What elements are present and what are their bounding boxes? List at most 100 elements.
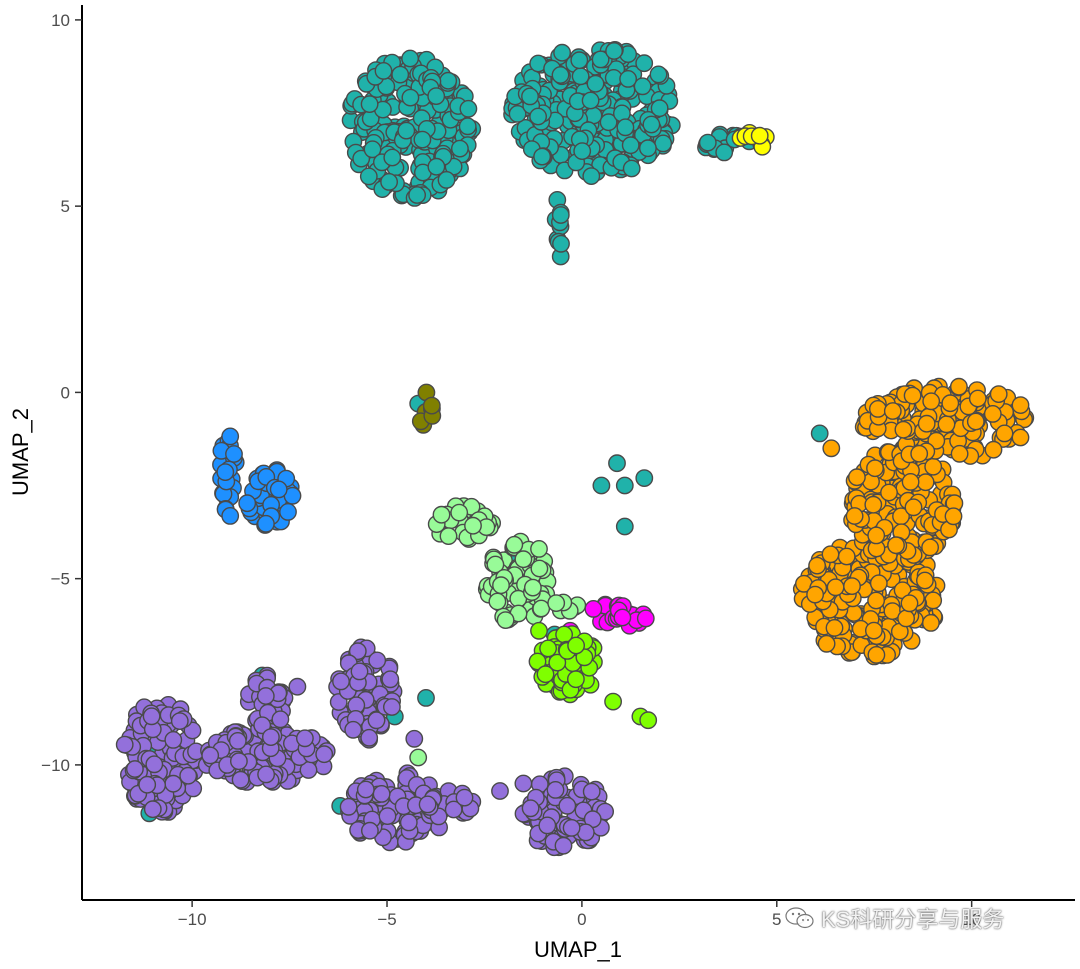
scatter-point bbox=[450, 503, 469, 522]
scatter-point bbox=[356, 780, 375, 799]
scatter-point bbox=[437, 170, 456, 189]
scatter-point bbox=[848, 468, 866, 487]
scatter-point bbox=[521, 799, 540, 818]
scatter-point bbox=[636, 609, 655, 628]
scatter-point bbox=[216, 463, 235, 481]
scatter-point bbox=[922, 614, 940, 632]
scatter-point bbox=[941, 394, 960, 413]
y-tick-label: 0 bbox=[61, 383, 70, 402]
scatter-point bbox=[405, 729, 424, 748]
scatter-point bbox=[381, 670, 400, 689]
scatter-point bbox=[551, 66, 570, 84]
scatter-point bbox=[257, 765, 275, 784]
scatter-point bbox=[592, 476, 611, 495]
x-tick-label: −10 bbox=[178, 910, 207, 929]
scatter-point bbox=[339, 797, 358, 816]
scatter-point bbox=[256, 687, 275, 705]
scatter-point bbox=[867, 646, 886, 664]
scatter-point bbox=[581, 91, 600, 110]
scatter-point bbox=[551, 206, 570, 224]
scatter-point bbox=[989, 385, 1008, 403]
scatter-point bbox=[380, 172, 398, 191]
scatter-point bbox=[553, 43, 571, 62]
scatter-point bbox=[383, 148, 402, 167]
scatter-point bbox=[635, 469, 654, 487]
scatter-point bbox=[418, 795, 437, 814]
scatter-point bbox=[808, 556, 826, 575]
scatter-point bbox=[508, 105, 527, 123]
scatter-point bbox=[869, 574, 888, 593]
scatter-point bbox=[532, 599, 551, 618]
scatter-point bbox=[571, 67, 590, 86]
y-tick-label: 10 bbox=[51, 11, 70, 30]
scatter-point bbox=[546, 781, 565, 799]
scatter-point bbox=[439, 71, 458, 90]
scatter-point bbox=[397, 121, 416, 140]
scatter-point bbox=[253, 716, 272, 735]
scatter-point bbox=[450, 139, 469, 158]
scatter-point bbox=[937, 415, 956, 434]
scatter-point bbox=[639, 711, 658, 730]
scatter-point bbox=[350, 662, 369, 681]
scatter-point bbox=[228, 732, 247, 750]
scatter-point bbox=[432, 505, 451, 524]
scatter-point bbox=[170, 712, 189, 730]
scatter-point bbox=[880, 483, 898, 502]
scatter-point bbox=[360, 95, 379, 114]
scatter-point bbox=[901, 472, 920, 491]
x-tick-label: 5 bbox=[772, 910, 781, 929]
scatter-point bbox=[391, 65, 410, 84]
scatter-point bbox=[649, 65, 668, 84]
scatter-point bbox=[864, 495, 883, 514]
scatter-point bbox=[1011, 428, 1030, 447]
scatter-point bbox=[1011, 396, 1030, 414]
scatter-point bbox=[900, 594, 919, 613]
scatter-point bbox=[229, 752, 248, 771]
y-tick-label: 5 bbox=[61, 197, 70, 216]
scatter-point bbox=[332, 672, 350, 691]
points-layer bbox=[115, 41, 1035, 857]
scatter-point bbox=[225, 445, 243, 463]
scatter-point bbox=[315, 745, 334, 764]
watermark: KS科研分享与服务 bbox=[785, 902, 1004, 934]
scatter-point bbox=[271, 710, 290, 729]
scatter-point bbox=[238, 494, 257, 513]
scatter-point bbox=[138, 775, 157, 794]
scatter-point bbox=[894, 420, 913, 439]
scatter-point bbox=[635, 54, 654, 73]
scatter-point bbox=[867, 526, 886, 545]
scatter-point bbox=[409, 748, 428, 767]
scatter-point bbox=[382, 698, 401, 716]
scatter-point bbox=[399, 813, 418, 832]
scatter-point bbox=[492, 576, 510, 595]
scatter-point bbox=[605, 42, 623, 60]
scatter-point bbox=[622, 159, 641, 178]
scatter-point bbox=[179, 766, 198, 785]
scatter-point bbox=[459, 99, 478, 118]
scatter-point bbox=[427, 87, 446, 106]
scatter-point bbox=[367, 711, 386, 730]
scatter-point bbox=[458, 117, 477, 136]
scatter-point bbox=[533, 147, 551, 166]
scatter-point bbox=[530, 621, 548, 640]
scatter-point bbox=[288, 677, 307, 696]
scatter-point bbox=[584, 600, 603, 618]
scatter-point bbox=[903, 386, 922, 405]
y-tick-label: −10 bbox=[41, 756, 70, 775]
scatter-point bbox=[562, 819, 581, 837]
scatter-point bbox=[826, 578, 845, 597]
scatter-point bbox=[817, 634, 836, 653]
scatter-point bbox=[866, 459, 884, 478]
scatter-point bbox=[950, 377, 968, 396]
scatter-point bbox=[279, 502, 297, 521]
scatter-point bbox=[845, 507, 864, 525]
scatter-point bbox=[529, 107, 547, 126]
scatter-point bbox=[944, 507, 963, 526]
scatter-point bbox=[639, 139, 657, 158]
scatter-point bbox=[464, 516, 482, 535]
scatter-point bbox=[966, 412, 985, 431]
scatter-point bbox=[591, 50, 610, 69]
scatter-point bbox=[417, 689, 435, 707]
scatter-point bbox=[368, 651, 387, 670]
